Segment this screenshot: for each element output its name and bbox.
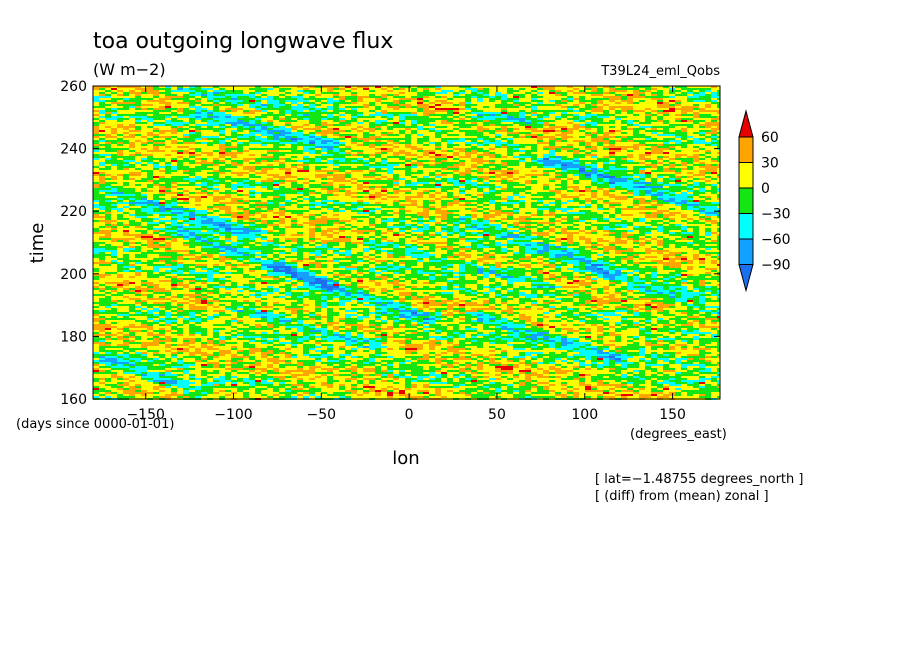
colorbar-label: −60 xyxy=(761,232,791,248)
x-tick-label: −100 xyxy=(214,407,252,423)
y-tick-label: 160 xyxy=(60,392,87,408)
colorbar-label: 60 xyxy=(761,130,779,146)
colorbar-label: 30 xyxy=(761,156,779,172)
chart-title: toa outgoing longwave flux xyxy=(93,29,393,54)
y-axis-label: time xyxy=(27,223,48,264)
y-tick-label: 180 xyxy=(60,329,87,345)
colorbar-label: 0 xyxy=(761,181,770,197)
colorbar: 60 30 0 −30 −60 −90 xyxy=(738,109,791,293)
experiment-label: T39L24_eml_Qobs xyxy=(600,64,720,79)
colorbar-extend-max xyxy=(738,109,754,138)
y-tick-label: 200 xyxy=(60,267,87,283)
x-tick-label: 100 xyxy=(571,407,598,423)
y-units-label: (days since 0000-01-01) xyxy=(16,417,174,432)
x-tick-label: −50 xyxy=(307,407,337,423)
colorbar-label: −90 xyxy=(761,258,791,274)
y-tick-label: 240 xyxy=(60,142,87,158)
x-tick-label: 50 xyxy=(488,407,506,423)
x-tick-label: −150 xyxy=(126,407,164,423)
colorbar-segment xyxy=(738,238,754,265)
heatmap-field xyxy=(93,86,720,400)
colorbar-extend-min xyxy=(738,264,754,293)
x-units-label: (degrees_east) xyxy=(630,427,727,442)
colorbar-label: −30 xyxy=(761,207,791,223)
colorbar-segment xyxy=(738,187,754,214)
colorbar-segment xyxy=(738,136,754,163)
annotation-diff: [ (diff) from (mean) zonal ] xyxy=(595,489,769,504)
colorbar-segment xyxy=(738,162,754,189)
x-tick-label: 150 xyxy=(659,407,686,423)
y-tick-label: 220 xyxy=(60,204,87,220)
x-axis: −150 −100 −50 0 50 100 150 xyxy=(126,86,686,423)
y-axis: 160 180 200 220 240 260 xyxy=(60,79,720,408)
y-tick-label: 260 xyxy=(60,79,87,95)
x-tick-label: 0 xyxy=(405,407,414,423)
annotation-latitude: [ lat=−1.48755 degrees_north ] xyxy=(595,472,803,487)
plot-frame xyxy=(92,85,721,400)
chart-units: (W m−2) xyxy=(93,60,166,79)
colorbar-segment xyxy=(738,213,754,240)
x-axis-label: lon xyxy=(392,448,419,469)
